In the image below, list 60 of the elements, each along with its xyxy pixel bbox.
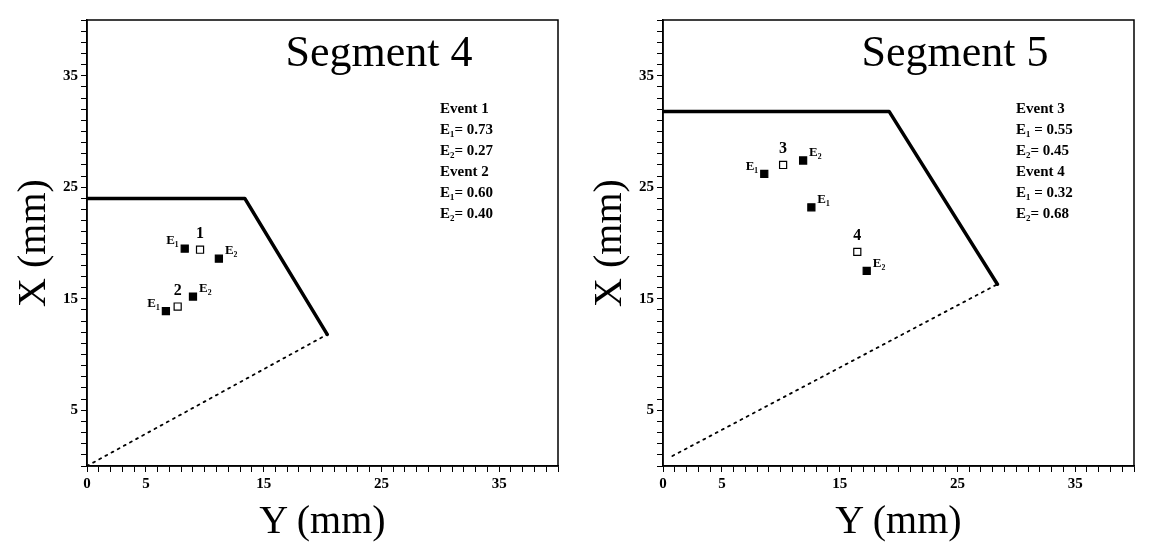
annotation: E₁= 0.60: [440, 184, 494, 201]
y-axis-title: X (mm): [584, 179, 630, 307]
x-tick-label: 15: [832, 474, 848, 491]
chart-title: Segment 4: [285, 26, 473, 76]
x-axis-title: Y (mm): [259, 496, 386, 542]
y-axis-title: X (mm): [8, 179, 54, 307]
data-label: E₂: [224, 242, 238, 258]
point: [173, 302, 182, 311]
annotation: E₂= 0.68: [1016, 205, 1070, 222]
point: [214, 254, 224, 263]
annotation: E₁= 0.73: [440, 121, 494, 138]
y-tick-label: 25: [63, 178, 78, 195]
x-tick-label: 0: [659, 474, 667, 491]
annotation: 1: [196, 223, 205, 241]
annotation: E₂= 0.27: [440, 142, 494, 159]
x-tick-label: 15: [256, 474, 272, 491]
y-tick-label: 15: [639, 289, 654, 306]
x-tick-label: 0: [83, 474, 91, 491]
annotation: E₂= 0.45: [1016, 142, 1070, 159]
x-tick-label: 5: [718, 474, 726, 491]
x-tick-label: 25: [373, 474, 389, 491]
y-tick-label: 5: [70, 401, 78, 418]
data-label: E₁: [147, 294, 160, 310]
annotation: Event 2: [440, 163, 489, 180]
annotation: Event 3: [1016, 100, 1065, 117]
annotation: Event 1: [440, 100, 489, 117]
y-tick-label: 35: [63, 66, 78, 83]
data-label: E₁: [817, 191, 831, 207]
point: [760, 169, 769, 179]
x-axis-title: Y (mm): [835, 496, 962, 542]
point: [778, 160, 788, 170]
point: [188, 292, 198, 301]
point: [853, 247, 862, 257]
point: [161, 306, 171, 316]
data-label: E₂: [809, 144, 822, 160]
annotation: E₁ = 0.55: [1016, 121, 1073, 138]
point: [180, 244, 189, 253]
annotation: E₁ = 0.32: [1016, 184, 1073, 201]
data-label: E₂: [872, 254, 886, 270]
x-tick-label: 35: [1067, 474, 1083, 491]
x-tick-label: 35: [491, 474, 507, 491]
y-tick-label: 15: [63, 289, 78, 306]
point: [862, 266, 871, 276]
annotation: 3: [779, 139, 788, 157]
y-tick-label: 35: [639, 66, 654, 83]
data-label: E₂: [198, 280, 212, 296]
point: [798, 156, 808, 165]
chart-title: Segment 5: [861, 26, 1049, 76]
point: [195, 245, 205, 254]
annotation: E₂= 0.40: [440, 205, 494, 222]
annotation: 4: [853, 226, 862, 244]
x-tick-label: 5: [142, 474, 150, 491]
y-tick-label: 5: [646, 401, 654, 418]
point: [807, 203, 816, 212]
data-label: E₁: [166, 232, 179, 248]
x-tick-label: 25: [949, 474, 965, 491]
annotation: 2: [173, 280, 182, 298]
annotation: Event 4: [1016, 163, 1066, 180]
y-tick-label: 25: [639, 178, 654, 195]
data-label: E₁: [745, 157, 759, 173]
